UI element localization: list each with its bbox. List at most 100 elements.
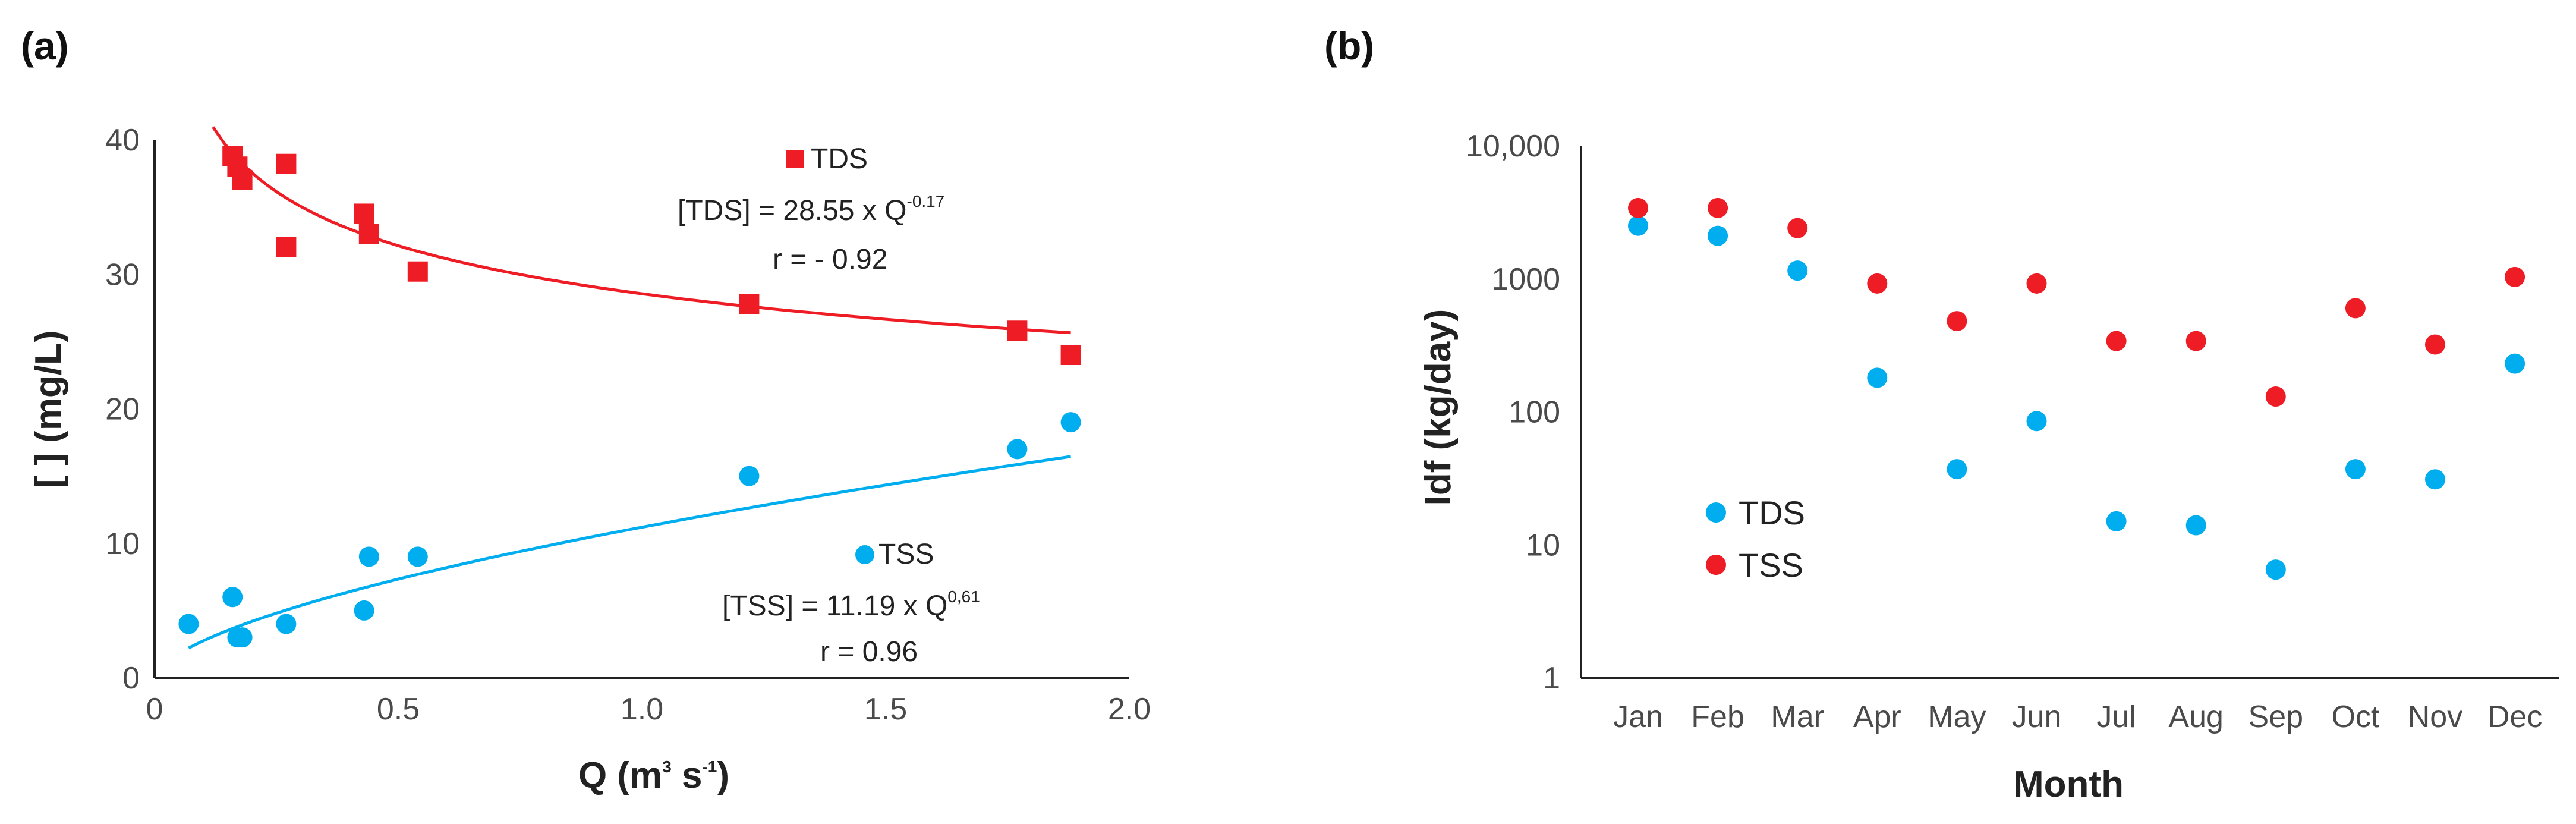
tss-point bbox=[232, 627, 253, 648]
panel-b-x-tick-label: Dec bbox=[2487, 700, 2542, 734]
panel-a-x-tick-label: 2.0 bbox=[1108, 692, 1151, 726]
tss-legend-marker bbox=[855, 545, 874, 564]
panel-a-x-tick-label: 0.5 bbox=[377, 692, 420, 726]
tds-legend-label: TDS bbox=[811, 143, 868, 175]
panel-b-y-tick-label: 1000 bbox=[1491, 262, 1560, 297]
x-title-sup2: -1 bbox=[702, 757, 717, 776]
panel-a-y-tick-label: 30 bbox=[105, 257, 140, 292]
tss-point-nov bbox=[2425, 334, 2445, 355]
tds-point bbox=[358, 224, 379, 244]
panel-b-y-tick-label: 10 bbox=[1526, 528, 1560, 562]
panel-b-x-tick-label: Oct bbox=[2331, 700, 2379, 734]
panel-b-x-tick-label: Mar bbox=[1771, 700, 1824, 734]
panel-b-x-tick-labels: Jan Feb Mar Apr May Jun Jul Aug Sep Oct Nov Dec bbox=[1613, 700, 2542, 734]
panel-b-y-tick-label: 100 bbox=[1509, 395, 1560, 430]
panel-a-axes bbox=[153, 140, 1129, 679]
x-title-base: Q (m bbox=[578, 755, 662, 796]
tds-fit-curve bbox=[212, 126, 1071, 335]
tss-point bbox=[222, 587, 243, 608]
tds-point-feb bbox=[1708, 225, 1728, 246]
panel-b-x-tick-label: Jun bbox=[2012, 700, 2062, 734]
tss-point-oct bbox=[2345, 298, 2366, 319]
tds-legend-marker bbox=[786, 150, 804, 168]
panel-b-label: (b) bbox=[1324, 24, 1374, 68]
tds-point bbox=[407, 261, 428, 282]
panel-a: (a) 0 10 20 30 40 0 0.5 1.0 1.5 2.0 [ ] (mg/L) Q… bbox=[21, 24, 1151, 796]
tds-point-nov bbox=[2425, 469, 2445, 490]
tds-point bbox=[354, 203, 374, 224]
tds-equation-base: [TDS] = 28.55 x Q bbox=[678, 195, 907, 227]
panel-a-label: (a) bbox=[21, 24, 69, 68]
tss-point-jul bbox=[2106, 331, 2127, 351]
panel-b-x-tick-label: Jan bbox=[1613, 700, 1663, 734]
tds-point bbox=[1007, 320, 1028, 341]
tss-point bbox=[354, 600, 374, 621]
panel-a-x-axis-title: Q (m3 s-1) bbox=[578, 755, 729, 796]
tds-point-aug bbox=[2185, 515, 2206, 536]
tss-point-jan bbox=[1628, 197, 1648, 218]
legend-tss-label: TSS bbox=[1739, 546, 1803, 584]
tds-point bbox=[276, 237, 297, 257]
tss-point bbox=[1060, 412, 1081, 433]
tds-equation: [TDS] = 28.55 x Q-0.17 bbox=[678, 192, 944, 227]
tss-point bbox=[178, 614, 199, 634]
tds-point-apr bbox=[1867, 367, 1888, 388]
tss-correlation: r = 0.96 bbox=[820, 636, 918, 668]
tss-point-feb bbox=[1708, 197, 1728, 218]
panel-a-y-tick-label: 0 bbox=[122, 661, 140, 696]
tss-point-dec bbox=[2505, 266, 2525, 287]
legend-tss-marker bbox=[1706, 555, 1726, 575]
panel-b-x-tick-label: Aug bbox=[2168, 700, 2224, 734]
panel-a-x-tick-label: 1.5 bbox=[864, 692, 907, 726]
tds-point-jul bbox=[2106, 511, 2127, 531]
tds-point bbox=[232, 169, 253, 190]
tds-point-dec bbox=[2505, 353, 2525, 374]
panel-b-y-tick-label: 10,000 bbox=[1466, 129, 1560, 163]
tss-equation-exponent: 0,61 bbox=[947, 587, 980, 606]
tds-point-oct bbox=[2345, 459, 2366, 480]
x-title-sup1: 3 bbox=[662, 757, 672, 776]
tss-annotation: TSS [TSS] = 11.19 x Q0,61 r = 0.96 bbox=[722, 539, 980, 668]
panel-a-data-points bbox=[178, 146, 1081, 648]
tss-point-may bbox=[1947, 311, 1967, 332]
tds-point bbox=[276, 153, 297, 174]
tds-point bbox=[1060, 345, 1081, 365]
panel-b-y-axis-title: Idf (kg/day) bbox=[1418, 309, 1459, 506]
tds-point-mar bbox=[1787, 260, 1808, 281]
panel-a-x-tick-label: 1.0 bbox=[621, 692, 663, 726]
tss-equation-base: [TSS] = 11.19 x Q bbox=[722, 590, 947, 622]
x-title-mid: s bbox=[672, 755, 703, 796]
panel-b-data-points bbox=[1628, 197, 2525, 580]
tds-equation-exponent: -0.17 bbox=[907, 192, 945, 210]
panel-a-y-tick-label: 10 bbox=[105, 527, 140, 561]
tds-annotation: TDS [TDS] = 28.55 x Q-0.17 r = - 0.92 bbox=[678, 143, 944, 275]
tds-point-may bbox=[1947, 459, 1967, 480]
tss-point-jun bbox=[2026, 273, 2047, 294]
tss-point-sep bbox=[2265, 386, 2286, 407]
panel-b-x-axis-title: Month bbox=[2013, 764, 2124, 805]
tss-point-apr bbox=[1867, 273, 1888, 294]
panel-a-fit-lines bbox=[188, 126, 1071, 650]
tds-point bbox=[739, 294, 760, 314]
tss-fit-curve bbox=[188, 455, 1071, 650]
legend-tds-marker bbox=[1706, 502, 1726, 523]
panel-a-x-tick-label: 0 bbox=[146, 692, 163, 726]
tss-point bbox=[276, 614, 297, 634]
tss-equation: [TSS] = 11.19 x Q0,61 bbox=[722, 587, 980, 622]
panel-b-x-tick-label: Sep bbox=[2249, 700, 2304, 734]
tss-legend-label: TSS bbox=[878, 539, 934, 570]
tss-point bbox=[407, 546, 428, 567]
tds-point-sep bbox=[2265, 559, 2286, 580]
panel-b-x-tick-label: Feb bbox=[1691, 700, 1744, 734]
panel-a-y-axis-title: [ ] (mg/L) bbox=[28, 330, 69, 488]
panel-a-x-tick-labels: 0 0.5 1.0 1.5 2.0 bbox=[146, 692, 1151, 726]
panel-b-x-tick-label: Jul bbox=[2096, 700, 2136, 734]
tss-point bbox=[739, 466, 760, 486]
panel-b-x-tick-label: Nov bbox=[2408, 700, 2462, 734]
panel-b-x-tick-label: May bbox=[1928, 700, 1986, 734]
panel-b-y-tick-label: 1 bbox=[1543, 661, 1560, 696]
tds-point-jan bbox=[1628, 215, 1648, 236]
tss-point bbox=[358, 546, 379, 567]
